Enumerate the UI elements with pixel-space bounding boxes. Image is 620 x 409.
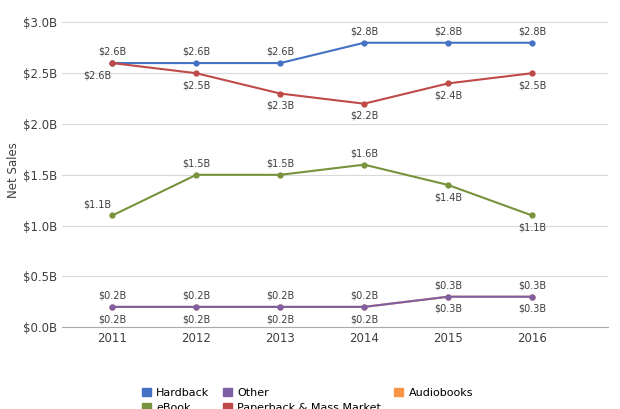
- Audiobooks: [108, 304, 116, 309]
- Text: $0.2B: $0.2B: [182, 314, 210, 324]
- Text: $2.2B: $2.2B: [350, 111, 378, 121]
- Text: $2.6B: $2.6B: [98, 47, 126, 57]
- Text: $0.3B: $0.3B: [434, 281, 462, 290]
- Paperback & Mass Market: [445, 81, 452, 86]
- Text: $0.2B: $0.2B: [350, 291, 378, 301]
- Line: Other: Other: [110, 294, 534, 309]
- Text: $2.8B: $2.8B: [434, 27, 463, 36]
- eBook: [277, 172, 284, 177]
- Audiobooks: [528, 294, 536, 299]
- Text: $0.2B: $0.2B: [266, 314, 294, 324]
- Text: $2.4B: $2.4B: [434, 90, 463, 101]
- Text: $1.1B: $1.1B: [83, 199, 112, 209]
- Other: [360, 304, 368, 309]
- Audiobooks: [360, 304, 368, 309]
- Other: [528, 294, 536, 299]
- eBook: [445, 182, 452, 187]
- Text: $2.8B: $2.8B: [350, 27, 378, 36]
- Legend: Hardback, eBook, Other, Paperback & Mass Market, Audiobooks: Hardback, eBook, Other, Paperback & Mass…: [137, 383, 478, 409]
- Text: $2.8B: $2.8B: [518, 27, 546, 36]
- Hardback: [445, 40, 452, 45]
- Text: $1.4B: $1.4B: [434, 192, 462, 202]
- Paperback & Mass Market: [108, 61, 116, 65]
- Hardback: [108, 61, 116, 65]
- Text: $2.5B: $2.5B: [182, 81, 210, 90]
- Paperback & Mass Market: [360, 101, 368, 106]
- Text: $0.2B: $0.2B: [266, 291, 294, 301]
- Text: $2.6B: $2.6B: [83, 70, 112, 80]
- Line: eBook: eBook: [110, 162, 534, 218]
- Hardback: [360, 40, 368, 45]
- eBook: [108, 213, 116, 218]
- Text: $0.3B: $0.3B: [518, 304, 546, 314]
- Paperback & Mass Market: [193, 71, 200, 76]
- Line: Hardback: Hardback: [110, 40, 534, 65]
- Text: $2.6B: $2.6B: [182, 47, 210, 57]
- Hardback: [528, 40, 536, 45]
- Other: [277, 304, 284, 309]
- Text: $0.2B: $0.2B: [98, 314, 126, 324]
- Text: $2.5B: $2.5B: [518, 81, 546, 90]
- Line: Paperback & Mass Market: Paperback & Mass Market: [110, 61, 534, 106]
- Hardback: [193, 61, 200, 65]
- Hardback: [277, 61, 284, 65]
- eBook: [528, 213, 536, 218]
- Audiobooks: [193, 304, 200, 309]
- Text: $0.3B: $0.3B: [518, 281, 546, 290]
- Text: $0.2B: $0.2B: [350, 314, 378, 324]
- Audiobooks: [277, 304, 284, 309]
- Text: $2.3B: $2.3B: [266, 101, 294, 111]
- Other: [193, 304, 200, 309]
- eBook: [193, 172, 200, 177]
- Text: $1.6B: $1.6B: [350, 148, 378, 158]
- Paperback & Mass Market: [277, 91, 284, 96]
- Text: $1.1B: $1.1B: [518, 222, 546, 233]
- Audiobooks: [445, 294, 452, 299]
- Paperback & Mass Market: [528, 71, 536, 76]
- eBook: [360, 162, 368, 167]
- Text: $1.5B: $1.5B: [182, 159, 210, 169]
- Y-axis label: Net Sales: Net Sales: [7, 142, 20, 198]
- Other: [108, 304, 116, 309]
- Text: $1.5B: $1.5B: [266, 159, 294, 169]
- Text: $0.2B: $0.2B: [182, 291, 210, 301]
- Text: $2.6B: $2.6B: [266, 47, 294, 57]
- Text: $0.3B: $0.3B: [434, 304, 462, 314]
- Other: [445, 294, 452, 299]
- Text: $0.2B: $0.2B: [98, 291, 126, 301]
- Line: Audiobooks: Audiobooks: [110, 294, 534, 309]
